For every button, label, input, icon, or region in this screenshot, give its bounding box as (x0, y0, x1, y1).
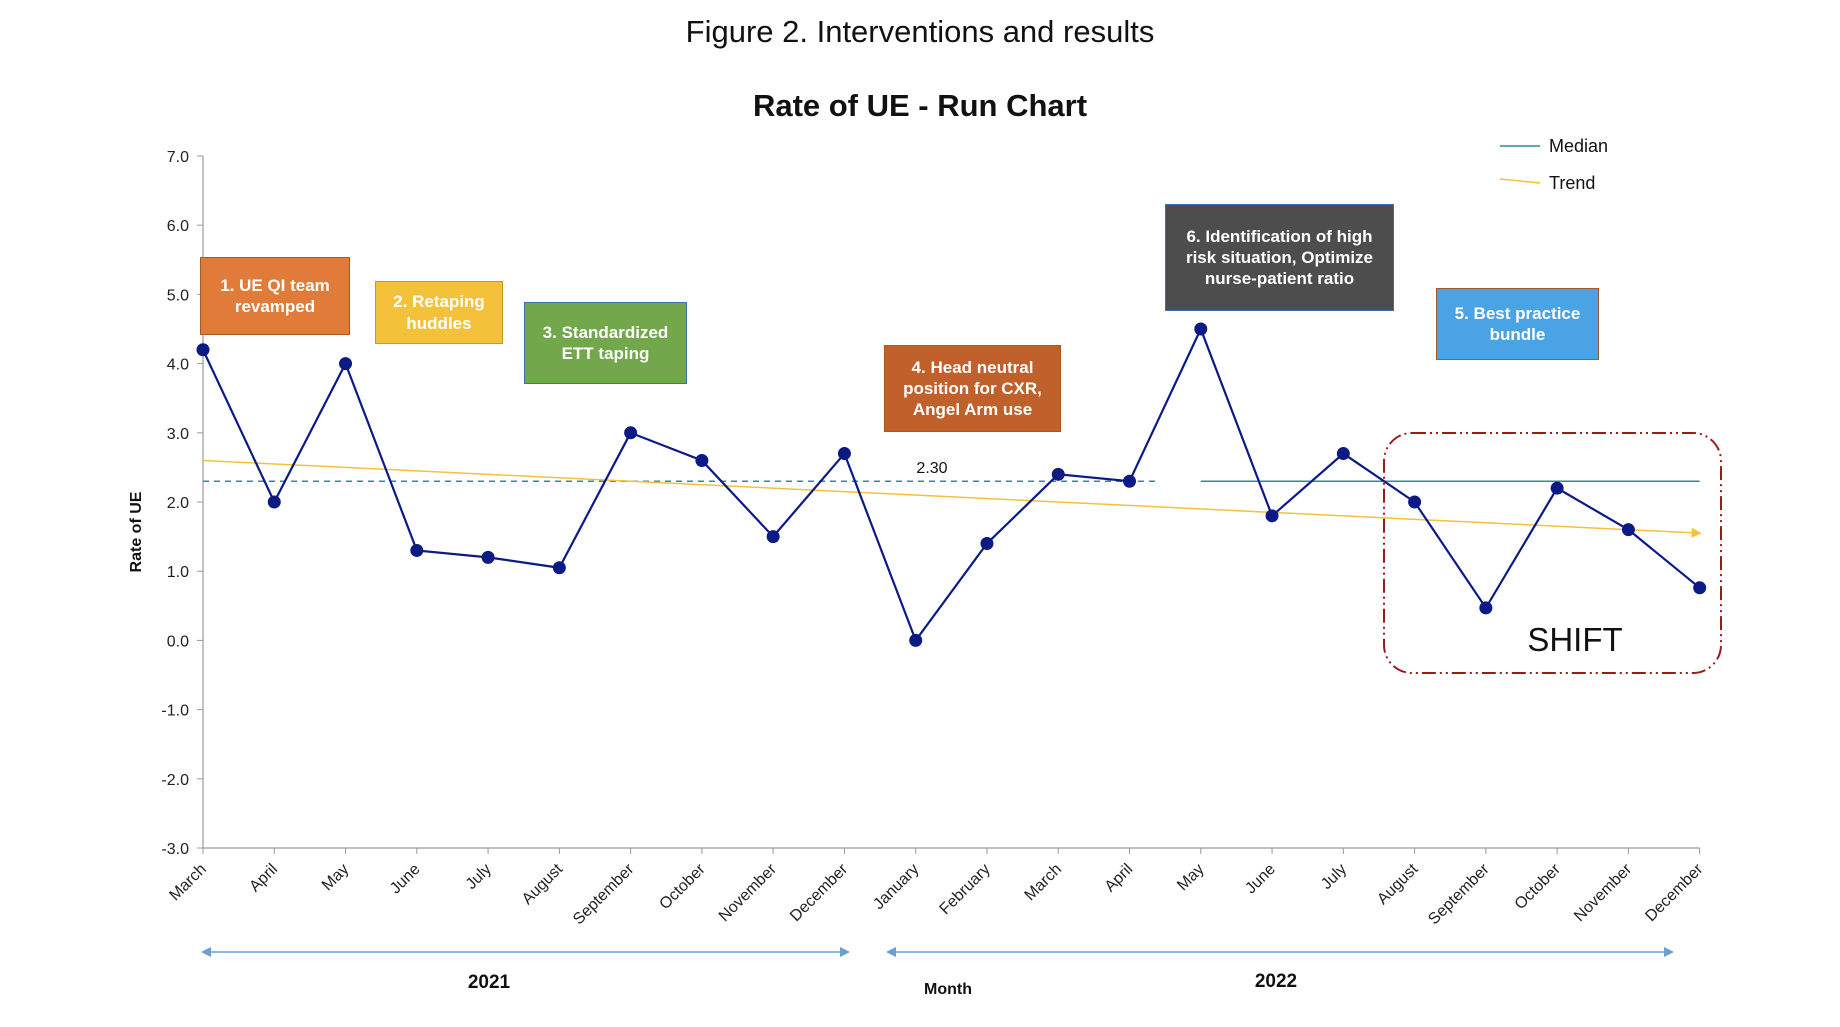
data-point (339, 357, 353, 371)
data-point (1408, 495, 1422, 509)
y-tick-label: -1.0 (161, 703, 189, 720)
data-point (1194, 322, 1208, 336)
intervention-annotation-3: 3. Standardized ETT taping (524, 302, 687, 384)
legend-median-label: Median (1549, 136, 1608, 156)
legend-trend-swatch (1499, 178, 1541, 184)
x-tick-label: December (787, 860, 852, 925)
data-point (1336, 447, 1350, 461)
y-tick-label: 7.0 (167, 149, 189, 166)
x-tick-label: May (1174, 861, 1207, 894)
data-point (196, 343, 210, 357)
data-point (1265, 509, 1279, 523)
chart-lines: 2.30 (202, 326, 1702, 643)
chart-title: Rate of UE - Run Chart (752, 88, 1088, 123)
data-point (1621, 523, 1635, 537)
y-tick-label: 4.0 (167, 357, 189, 374)
x-tick-label: October (656, 860, 709, 913)
y-axis-label: Rate of UE (128, 491, 145, 572)
x-tick-label: November (1571, 860, 1636, 925)
x-tick-label: September (570, 860, 638, 928)
legend-trend-label: Trend (1549, 173, 1595, 193)
intervention-annotation-6: 5. Best practice bundle (1436, 288, 1599, 360)
x-tick-label: July (1318, 861, 1350, 893)
y-tick-label: -2.0 (161, 772, 189, 789)
data-point (410, 543, 424, 557)
data-point (1123, 474, 1137, 488)
y-tick-label: 1.0 (167, 564, 189, 581)
axes: 7.0 6.0 5.0 4.0 3.0 2.0 1.0 0.0 -1.0 -2.0 -3.0 Marc… (128, 149, 1707, 998)
x-axis-label: Month (924, 981, 972, 998)
x-tick-label: August (1374, 860, 1422, 908)
data-point (1051, 467, 1065, 481)
y-tick-label: 2.0 (167, 495, 189, 512)
y-tick-label: 6.0 (167, 218, 189, 235)
year-label-2021: 2021 (468, 972, 511, 993)
overlay: SHIFT (1383, 432, 1722, 674)
x-tick-label: February (937, 861, 994, 918)
x-tick-label: April (1102, 861, 1137, 896)
data-point (1550, 481, 1564, 495)
x-tick-label: July (463, 861, 495, 893)
data-points (196, 322, 1707, 647)
x-tick-label: January (870, 861, 922, 913)
shift-label: SHIFT (1527, 621, 1622, 658)
data-point (766, 530, 780, 544)
intervention-annotation-5: 6. Identification of high risk situation… (1165, 204, 1394, 311)
shift-highlight-box (1383, 432, 1722, 674)
y-tick-label: 5.0 (167, 287, 189, 304)
series-line (202, 326, 1701, 643)
legend: Median Trend (1499, 136, 1608, 193)
data-point (837, 447, 851, 461)
data-point (1479, 601, 1493, 615)
y-tick-label: -3.0 (161, 841, 189, 858)
median-value-label: 2.30 (916, 460, 947, 477)
data-point (624, 426, 638, 440)
x-tick-label: December (1642, 860, 1707, 925)
x-tick-label: June (1242, 861, 1279, 898)
x-tick-label: April (246, 861, 281, 896)
data-point (909, 633, 923, 647)
year-label-2022: 2022 (1255, 971, 1297, 992)
intervention-annotation-4: 4. Head neutral position for CXR, Angel … (884, 345, 1061, 432)
y-tick-label: 0.0 (167, 633, 189, 650)
x-tick-label: October (1512, 860, 1565, 913)
data-point (1693, 581, 1707, 595)
x-tick-label: March (166, 861, 209, 904)
x-tick-label: March (1022, 861, 1065, 904)
data-point (695, 453, 709, 467)
x-tick-label: June (387, 861, 424, 898)
figure-title: Figure 2. Interventions and results (685, 14, 1155, 49)
y-tick-label: 3.0 (167, 426, 189, 443)
trend-line (202, 459, 1702, 538)
x-tick-label: November (716, 860, 781, 925)
data-point (980, 537, 994, 551)
intervention-annotation-2: 2. Retaping huddles (375, 281, 503, 344)
data-point (267, 495, 281, 509)
x-tick-label: May (319, 861, 352, 894)
data-point (552, 561, 566, 575)
data-point (481, 550, 495, 564)
x-tick-label: September (1425, 860, 1493, 928)
intervention-annotation-1: 1. UE QI team revamped (200, 257, 350, 335)
x-tick-label: August (519, 860, 567, 908)
